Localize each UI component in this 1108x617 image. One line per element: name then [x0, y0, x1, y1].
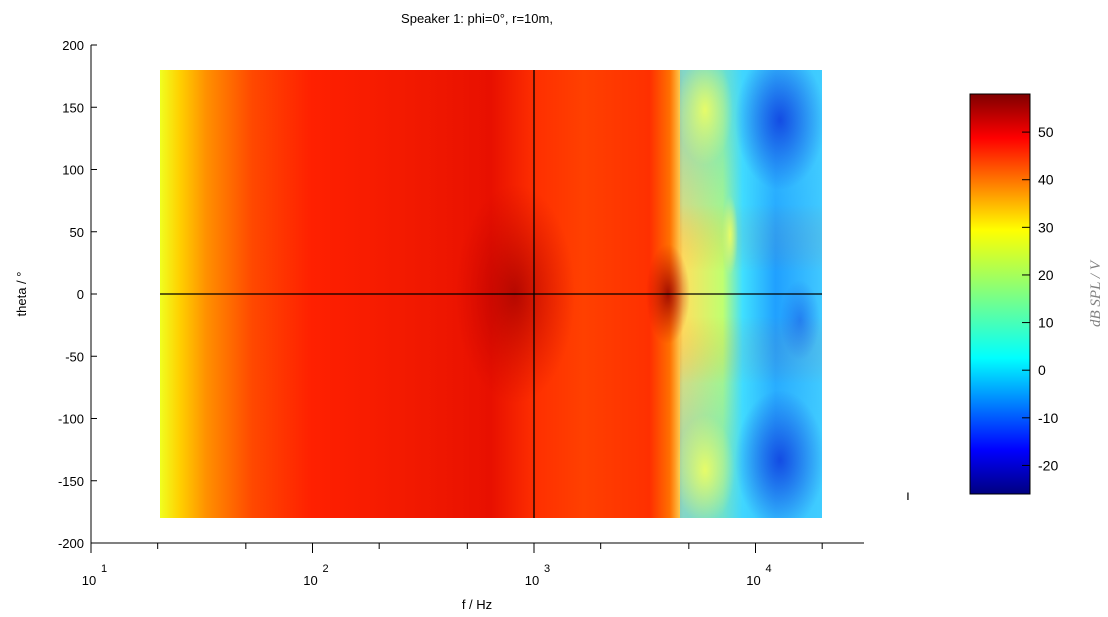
y-tick-label: 150: [62, 100, 84, 115]
colorbar-tick-label: 0: [1038, 362, 1046, 378]
colorbar-gradient: [969, 93, 1031, 495]
heatmap-lobe-lower: [675, 415, 735, 518]
y-tick-label: 0: [77, 287, 84, 302]
heatmap-null-lower: [735, 390, 822, 518]
colorbar-tick-label: 30: [1038, 219, 1054, 235]
colorbar-tick-label: 20: [1038, 267, 1054, 283]
x-tick-base: 10: [82, 573, 96, 588]
chart-title: Speaker 1: phi=0°, r=10m,: [401, 11, 553, 26]
heatmap-null-mid: [780, 280, 820, 360]
colorbar-tick-label: 40: [1038, 172, 1054, 188]
y-axis-ticks: 200 150 100 50 0 -50 -100 -150 -200: [58, 38, 97, 551]
y-tick-label: -100: [58, 412, 84, 427]
x-tick-exp: 2: [323, 563, 329, 575]
x-axis-label: f / Hz: [462, 597, 492, 612]
heatmap: [160, 70, 822, 518]
y-tick-label: -50: [65, 349, 84, 364]
x-tick-label: 10 1: [82, 563, 107, 588]
x-tick-exp: 3: [544, 563, 550, 575]
colorbar-tick-label: -10: [1038, 410, 1058, 426]
y-tick-label: 200: [62, 38, 84, 53]
x-tick-base: 10: [746, 573, 760, 588]
x-tick-base: 10: [525, 573, 539, 588]
y-tick-label: -200: [58, 536, 84, 551]
colorbar-tick-label: -20: [1038, 457, 1058, 473]
colorbar-label: dB SPL / V: [1088, 259, 1104, 327]
x-tick-base: 10: [303, 573, 317, 588]
colorbar: 50 40 30 20 10 0 -10 -20 dB SPL / V: [969, 93, 1104, 495]
x-tick-exp: 1: [101, 563, 107, 575]
y-axis-label: theta / °: [14, 272, 29, 317]
x-tick-label: 10 2: [303, 563, 328, 588]
x-tick-label: 10 4: [746, 563, 771, 588]
x-tick-exp: 4: [766, 563, 772, 575]
colorbar-tick-label: 50: [1038, 124, 1054, 140]
x-axis-ticks: 10 1 10 2 10 3 10 4: [82, 543, 823, 588]
x-tick-label: 10 3: [525, 563, 550, 588]
y-tick-label: -150: [58, 474, 84, 489]
colorbar-ticks: 50 40 30 20 10 0 -10 -20: [1022, 124, 1058, 473]
y-tick-label: 100: [62, 163, 84, 178]
heatmap-null-upper: [735, 70, 822, 190]
heatmap-lobe-upper: [677, 70, 733, 165]
heatmap-lobe-mid-upper: [722, 195, 738, 275]
y-tick-label: 50: [70, 225, 84, 240]
colorbar-tick-label: 10: [1038, 315, 1054, 331]
stray-mark: ı: [906, 487, 910, 503]
